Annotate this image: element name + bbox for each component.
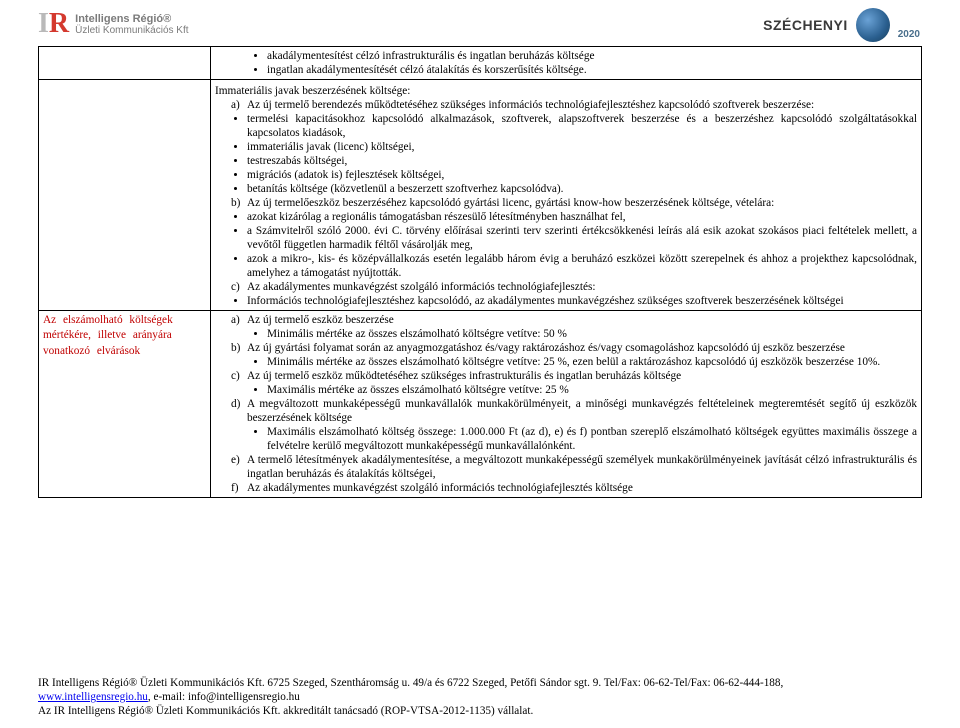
left-label-line2: mértékére, illetve arányára — [43, 328, 206, 343]
page-footer: IR Intelligens Régió® Üzleti Kommunikáci… — [38, 676, 922, 718]
list-item: a)Az új termelő berendezés működtetéséhe… — [231, 98, 917, 112]
list-item: a Számvitelről szóló 2000. évi C. törvén… — [247, 224, 917, 252]
list-item: azok a mikro-, kis- és középvállalkozás … — [247, 252, 917, 280]
table-row: Az elszámolható költségek mértékére, ill… — [39, 311, 922, 498]
list-item: immateriális javak (licenc) költségei, — [247, 140, 917, 154]
list-item: b)Az új termelőeszköz beszerzéséhez kapc… — [231, 196, 917, 210]
list-item: Minimális mértéke az összes elszámolható… — [267, 327, 917, 341]
main-table: akadálymentesítést célzó infrastrukturál… — [38, 46, 922, 498]
table-row: akadálymentesítést célzó infrastrukturál… — [39, 47, 922, 80]
list-item: akadálymentesítést célzó infrastrukturál… — [267, 49, 917, 63]
logo-right: SZÉCHENYI 2020 — [763, 8, 920, 42]
list-item: termelési kapacitásokhoz kapcsolódó alka… — [247, 112, 917, 140]
szechenyi-badge-icon — [856, 8, 890, 42]
logo-letter-r: R — [49, 8, 69, 40]
left-label-line1: Az elszámolható költségek — [43, 313, 206, 328]
list-item: migrációs (adatok is) fejlesztések költs… — [247, 168, 917, 182]
left-cell-empty — [39, 47, 211, 80]
intro-text: Immateriális javak beszerzésének költség… — [215, 84, 917, 98]
list-item: testreszabás költségei, — [247, 154, 917, 168]
szechenyi-text: SZÉCHENYI — [763, 17, 848, 33]
left-label-line3: vonatkozó elvárások — [43, 344, 206, 359]
list-item: Maximális elszámolható költség összege: … — [267, 425, 917, 453]
right-cell-1: akadálymentesítést célzó infrastrukturál… — [211, 47, 922, 80]
logo-line2: Üzleti Kommunikációs Kft — [75, 25, 188, 36]
footer-link[interactable]: www.intelligensregio.hu — [38, 691, 148, 703]
left-cell-empty — [39, 80, 211, 311]
list-item: b)Az új gyártási folyamat során az anyag… — [231, 341, 917, 355]
logo-left: IR Intelligens Régió® Üzleti Kommunikáci… — [38, 8, 189, 40]
left-cell-label: Az elszámolható költségek mértékére, ill… — [39, 311, 211, 498]
logo-line1: Intelligens Régió® — [75, 13, 188, 25]
table-row: Immateriális javak beszerzésének költség… — [39, 80, 922, 311]
list-item: a)Az új termelő eszköz beszerzése — [231, 313, 917, 327]
page-header: IR Intelligens Régió® Üzleti Kommunikáci… — [0, 0, 960, 46]
list-item: ingatlan akadálymentesítését célzó átala… — [267, 63, 917, 77]
right-cell-2: Immateriális javak beszerzésének költség… — [211, 80, 922, 311]
list-item: f)Az akadálymentes munkavégzést szolgáló… — [231, 481, 917, 495]
list-item: c)Az akadálymentes munkavégzést szolgáló… — [231, 280, 917, 294]
footer-text-2: Az IR Intelligens Régió® Üzleti Kommunik… — [38, 704, 922, 718]
footer-text-1: IR Intelligens Régió® Üzleti Kommunikáci… — [38, 677, 783, 689]
szechenyi-year: 2020 — [898, 29, 920, 40]
list-item: betanítás költsége (közvetlenül a beszer… — [247, 182, 917, 196]
list-item: Információs technológiafejlesztéshez kap… — [247, 294, 917, 308]
list-item: azokat kizárólag a regionális támogatásb… — [247, 210, 917, 224]
right-cell-3: a)Az új termelő eszköz beszerzése Minimá… — [211, 311, 922, 498]
logo-letter-i: I — [38, 8, 49, 40]
list-item: Maximális mértéke az összes elszámolható… — [267, 383, 917, 397]
list-item: Minimális mértéke az összes elszámolható… — [267, 355, 917, 369]
footer-text-1b: , e-mail: info@intelligensregio.hu — [148, 691, 300, 703]
list-item: d)A megváltozott munkaképességű munkavál… — [231, 397, 917, 425]
list-item: e)A termelő létesítmények akadálymentesí… — [231, 453, 917, 481]
content-area: akadálymentesítést célzó infrastrukturál… — [0, 46, 960, 498]
list-item: c)Az új termelő eszköz működtetéséhez sz… — [231, 369, 917, 383]
